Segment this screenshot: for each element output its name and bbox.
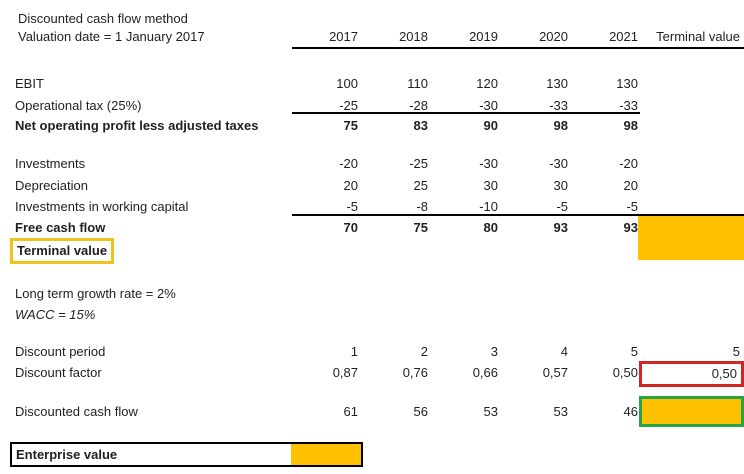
cell-period-terminal: 5 xyxy=(732,344,740,359)
cell-invest-2018: -25 xyxy=(409,156,428,171)
cell-fcf-2018: 75 xyxy=(413,220,428,235)
terminal-discount-factor-highlight-cell[interactable]: 0,50 xyxy=(639,361,744,387)
row-label: Investments in working capital xyxy=(15,199,189,214)
cell-wc-2018: -8 xyxy=(416,199,428,214)
cell-tax-2018: -28 xyxy=(409,98,428,113)
cell-depr-2019: 30 xyxy=(483,178,498,193)
row-label: Operational tax (25%) xyxy=(15,98,142,113)
cell-noplat-2017: 75 xyxy=(343,118,358,133)
cell-fcf-2021: 93 xyxy=(623,220,638,235)
cell-depr-2021: 20 xyxy=(623,178,638,193)
row-investments: Investments -20 -25 -30 -30 -20 xyxy=(0,153,744,175)
row-ebit: EBIT 100 110 120 130 130 xyxy=(0,73,744,95)
cell-factor-2018: 0,76 xyxy=(402,365,428,380)
cell-period-2019: 3 xyxy=(490,344,498,359)
cell-invest-2021: -20 xyxy=(619,156,638,171)
cell-depr-2020: 30 xyxy=(553,178,568,193)
cell-noplat-2018: 83 xyxy=(413,118,428,133)
terminal-discount-factor-value: 0,50 xyxy=(711,366,737,381)
header-underline xyxy=(292,47,744,49)
col-header-2021: 2021 xyxy=(609,29,638,44)
row-label: Investments xyxy=(15,156,86,171)
cell-tax-2017: -25 xyxy=(339,98,358,113)
cell-factor-2021: 0,50 xyxy=(612,365,638,380)
cell-factor-2020: 0,57 xyxy=(542,365,568,380)
cell-noplat-2019: 90 xyxy=(483,118,498,133)
row-discounted-cash-flow: Discounted cash flow 61 56 53 53 46 xyxy=(0,401,744,423)
col-header-2020: 2020 xyxy=(539,29,568,44)
cell-dcf-2017: 61 xyxy=(343,404,358,419)
terminal-value-label-box: Terminal value xyxy=(10,238,114,264)
terminal-dcf-highlight-cell[interactable] xyxy=(639,396,744,427)
cell-wc-2017: -5 xyxy=(346,199,358,214)
row-free-cash-flow: Free cash flow 70 75 80 93 93 xyxy=(0,217,744,239)
row-working-capital: Investments in working capital -5 -8 -10… xyxy=(0,196,744,218)
cell-period-2020: 4 xyxy=(560,344,568,359)
cell-fcf-2017: 70 xyxy=(343,220,358,235)
growth-rate-text: Long term growth rate = 2% xyxy=(15,286,176,301)
enterprise-value-label: Enterprise value xyxy=(16,447,118,462)
cell-dcf-2021: 46 xyxy=(623,404,638,419)
cell-tax-2019: -30 xyxy=(479,98,498,113)
row-label: Free cash flow xyxy=(15,220,106,235)
enterprise-value-box: Enterprise value xyxy=(10,442,363,467)
cell-wc-2021: -5 xyxy=(626,199,638,214)
row-label: Discounted cash flow xyxy=(15,404,138,419)
cell-dcf-2020: 53 xyxy=(553,404,568,419)
cell-invest-2019: -30 xyxy=(479,156,498,171)
cell-invest-2020: -30 xyxy=(549,156,568,171)
row-discount-period: Discount period 1 2 3 4 5 5 xyxy=(0,341,744,363)
row-operational-tax: Operational tax (25%) -25 -28 -30 -33 -3… xyxy=(0,95,744,117)
col-header-2017: 2017 xyxy=(329,29,358,44)
col-header-2018: 2018 xyxy=(399,29,428,44)
assumption-wacc: WACC = 15% xyxy=(0,304,744,326)
cell-invest-2017: -20 xyxy=(339,156,358,171)
wacc-text: WACC = 15% xyxy=(15,307,96,322)
header-row: Valuation date = 1 January 2017 2017 201… xyxy=(0,26,744,48)
terminal-value-highlight-cell[interactable] xyxy=(638,216,744,260)
cell-tax-2021: -33 xyxy=(619,98,638,113)
col-header-2019: 2019 xyxy=(469,29,498,44)
cell-depr-2017: 20 xyxy=(343,178,358,193)
cell-ebit-2017: 100 xyxy=(336,76,358,91)
assumption-growth-rate: Long term growth rate = 2% xyxy=(0,283,744,305)
cell-depr-2018: 25 xyxy=(413,178,428,193)
row-noplat: Net operating profit less adjusted taxes… xyxy=(0,115,744,137)
cell-ebit-2020: 130 xyxy=(546,76,568,91)
row-depreciation: Depreciation 20 25 30 30 20 xyxy=(0,175,744,197)
cell-period-2021: 5 xyxy=(630,344,638,359)
row-label: Depreciation xyxy=(15,178,88,193)
row-label: Discount factor xyxy=(15,365,102,380)
cell-noplat-2020: 98 xyxy=(553,118,568,133)
subtotal-rule xyxy=(292,214,744,216)
cell-dcf-2018: 56 xyxy=(413,404,428,419)
cell-factor-2019: 0,66 xyxy=(472,365,498,380)
cell-period-2017: 1 xyxy=(350,344,358,359)
title-row: Discounted cash flow method xyxy=(0,8,744,30)
row-label: Net operating profit less adjusted taxes xyxy=(15,118,259,133)
col-header-terminal-value: Terminal value xyxy=(656,29,740,44)
subtotal-rule xyxy=(292,112,640,114)
page-title: Discounted cash flow method xyxy=(18,11,188,26)
cell-fcf-2020: 93 xyxy=(553,220,568,235)
cell-wc-2019: -10 xyxy=(479,199,498,214)
cell-period-2018: 2 xyxy=(420,344,428,359)
cell-factor-2017: 0,87 xyxy=(332,365,358,380)
valuation-date-label: Valuation date = 1 January 2017 xyxy=(18,29,205,44)
cell-ebit-2018: 110 xyxy=(407,76,428,91)
row-label: Discount period xyxy=(15,344,106,359)
cell-ebit-2019: 120 xyxy=(476,76,498,91)
row-label: Terminal value xyxy=(17,243,108,258)
cell-wc-2020: -5 xyxy=(556,199,568,214)
cell-dcf-2019: 53 xyxy=(483,404,498,419)
row-discount-factor: Discount factor 0,87 0,76 0,66 0,57 0,50 xyxy=(0,362,744,384)
enterprise-value-highlight-cell[interactable] xyxy=(291,444,361,465)
cell-noplat-2021: 98 xyxy=(623,118,638,133)
cell-tax-2020: -33 xyxy=(549,98,568,113)
row-label: EBIT xyxy=(15,76,44,91)
cell-fcf-2019: 80 xyxy=(483,220,498,235)
cell-ebit-2021: 130 xyxy=(616,76,638,91)
